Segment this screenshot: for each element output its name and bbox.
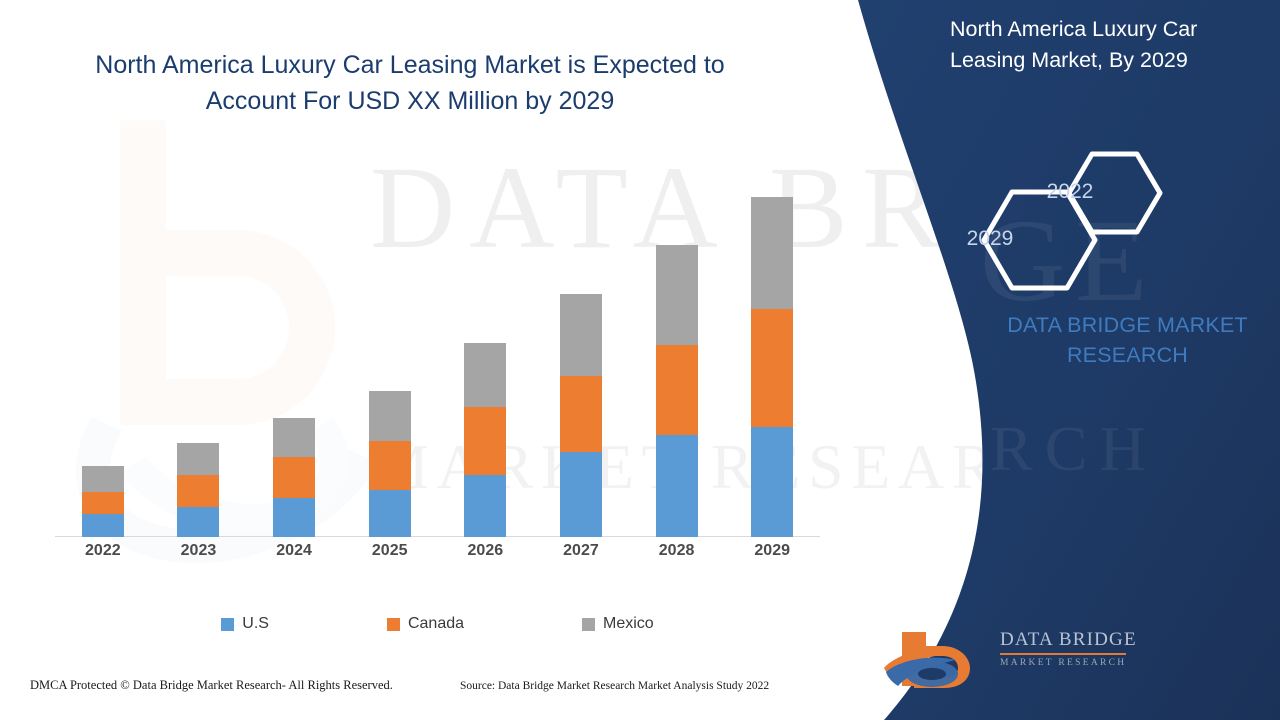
x-axis-label: 2027 [563,542,599,559]
chart-legend: U.S Canada Mexico [55,615,820,633]
x-axis-labels: 2022 2023 2024 2025 2026 2027 2028 2029 [55,542,820,560]
x-axis-label: 2026 [467,542,504,559]
right-navy-panel: GE RCH [840,0,1280,720]
bar-segment-mexico [751,197,794,310]
bar-segment-canada [273,457,316,498]
bar-column [246,180,342,537]
bar-segment-canada [464,406,507,476]
x-axis-label: 2022 [85,542,121,559]
bar-column [151,180,247,537]
logo-divider [1000,653,1126,655]
footer-copyright: DMCA Protected © Data Bridge Market Rese… [30,678,393,692]
stacked-bar [464,342,507,537]
panel-brand-line-2: RESEARCH [1066,343,1189,368]
bar-segment-mexico [559,294,602,377]
logo-subtitle: MARKET RESEARCH [1000,657,1127,668]
footer: DMCA Protected © Data Bridge Market Rese… [0,678,850,698]
bar-segment-mexico [81,465,124,493]
bar-segment-mexico [177,442,220,476]
bar-segment-canada [368,440,411,491]
bar-segment-canada [177,475,220,507]
x-axis-label: 2024 [276,542,312,559]
bar-column [438,180,534,537]
hexagon-2029-label: 2029 [966,227,1014,250]
stacked-bar [81,465,124,537]
stacked-bar [655,244,698,537]
legend-item[interactable]: Canada [386,615,465,633]
bar-segment-canada [81,492,124,515]
stacked-bar-chart: 2022 2023 2024 2025 2026 2027 2028 2029 [55,180,820,560]
page-title: North America Luxury Car Leasing Market … [95,51,725,115]
bar-segment-us [655,435,698,537]
logo-mark-icon [884,632,970,688]
bar-segment-us [559,452,602,537]
bar-segment-canada [751,309,794,427]
legend-label: Mexico [603,615,654,632]
bar-segment-us [751,426,794,537]
bar-segment-us [81,514,124,537]
x-axis-label: 2023 [180,542,217,559]
bar-segment-canada [655,344,698,436]
panel-brand-line-1: DATA BRIDGE MARKET [1007,313,1248,337]
bar-segment-mexico [655,244,698,345]
bar-segment-us [464,475,507,537]
legend-label: U.S [242,615,269,632]
bar-segment-mexico [273,418,316,458]
legend-swatch-icon [386,617,400,631]
x-axis-label: 2025 [371,542,408,559]
legend-swatch-icon [582,617,596,631]
x-axis-line [55,536,820,537]
hexagon-2022-label: 2022 [1046,180,1094,203]
svg-text:RCH: RCH [990,413,1158,484]
hexagon-2029-outline [981,189,1098,291]
svg-text:GE: GE [980,195,1157,326]
bar-column [629,180,725,537]
hexagon-badges: 2022 2029 [967,140,1185,300]
bar-segment-us [273,497,316,537]
bar-segment-us [177,506,220,537]
hexagon-shapes [981,151,1163,291]
stacked-bar [559,294,602,537]
stacked-bar [368,391,411,537]
bar-segment-us [368,490,411,537]
bar-segment-mexico [464,342,507,407]
legend-label: Canada [407,615,465,632]
bar-column [55,180,151,537]
bar-column [533,180,629,537]
panel-title: North America Luxury Car Leasing Market,… [950,17,1198,73]
footer-source: Source: Data Bridge Market Research Mark… [460,680,770,692]
stacked-bar [273,418,316,537]
bar-segment-canada [559,376,602,453]
bar-segment-mexico [368,391,411,441]
x-axis-label: 2028 [658,542,695,559]
panel-brand-text: DATA BRIDGE MARKET RESEARCH [985,310,1270,370]
bar-column [724,180,820,537]
legend-item[interactable]: Mexico [582,615,654,633]
logo-wordmark: DATA BRIDGE MARKET RESEARCH [1000,630,1140,668]
x-axis-label: 2029 [754,542,790,559]
legend-swatch-icon [221,617,235,631]
bar-group [55,180,820,537]
logo-title: DATA BRIDGE [1000,629,1137,650]
bar-column [342,180,438,537]
stacked-bar [751,197,794,537]
panel-curve-shape: GE RCH [858,0,1280,720]
legend-item[interactable]: U.S [221,615,269,633]
stacked-bar [177,442,220,537]
company-logo [880,628,1110,690]
